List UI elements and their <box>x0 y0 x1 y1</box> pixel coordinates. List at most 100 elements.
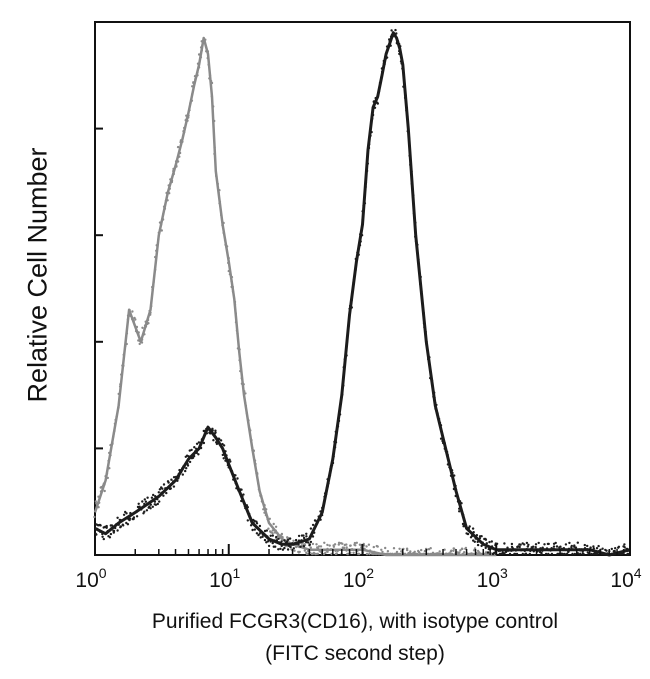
series-point-1 <box>363 547 366 550</box>
series-point-2 <box>511 549 514 552</box>
series-point-2 <box>309 527 313 530</box>
series-line-1 <box>93 36 497 557</box>
series-point-2 <box>339 402 342 406</box>
series-point-2 <box>224 459 227 462</box>
series-point-1 <box>213 152 216 156</box>
series-point-1 <box>183 126 186 130</box>
series-point-2 <box>157 491 160 494</box>
series-point-2 <box>576 541 579 544</box>
series-point-1 <box>238 348 241 351</box>
series-point-1 <box>163 207 167 210</box>
series-point-1 <box>372 545 375 549</box>
series-point-1 <box>208 73 212 77</box>
series-point-1 <box>452 549 455 552</box>
series-point-1 <box>326 547 329 551</box>
series-point-1 <box>144 320 147 323</box>
series-point-1 <box>207 63 210 66</box>
series-point-1 <box>167 184 170 187</box>
series-point-1 <box>115 415 118 419</box>
series-point-2 <box>192 454 196 458</box>
series-point-2 <box>410 182 413 185</box>
series-point-1 <box>128 308 131 312</box>
series-point-2 <box>128 517 132 520</box>
series-point-2 <box>212 439 215 442</box>
series-point-1 <box>152 284 155 288</box>
series-point-1 <box>212 105 215 108</box>
series-point-2 <box>395 32 398 35</box>
series-point-1 <box>118 385 122 388</box>
series-point-1 <box>109 443 112 447</box>
series-point-2 <box>511 547 515 550</box>
series-point-1 <box>223 239 227 242</box>
series-point-1 <box>160 229 163 232</box>
series-point-1 <box>158 228 162 231</box>
series-point-1 <box>138 342 141 346</box>
series-point-2 <box>99 524 102 527</box>
series-point-2 <box>245 504 249 507</box>
series-point-1 <box>438 550 441 553</box>
series-point-2 <box>292 547 295 550</box>
series-point-2 <box>129 511 132 515</box>
series-point-2 <box>279 547 282 550</box>
series-point-2 <box>429 376 432 380</box>
series-point-2 <box>138 505 141 508</box>
series-point-2 <box>187 455 190 458</box>
series-point-2 <box>285 540 289 543</box>
series-point-2 <box>398 52 401 56</box>
series-point-2 <box>360 234 364 237</box>
series-point-2 <box>305 535 308 538</box>
series-point-1 <box>206 56 209 60</box>
series-point-1 <box>349 544 352 547</box>
series-point-2 <box>406 130 409 133</box>
series-point-2 <box>184 469 187 473</box>
series-point-2 <box>604 552 607 556</box>
series-point-1 <box>342 546 346 549</box>
series-point-2 <box>143 510 146 513</box>
series-point-2 <box>106 529 110 533</box>
series-point-2 <box>108 536 112 539</box>
series-point-2 <box>306 539 309 542</box>
series-point-1 <box>238 359 241 362</box>
series-point-2 <box>227 466 230 469</box>
series-point-1 <box>137 331 140 334</box>
series-point-2 <box>311 523 315 527</box>
series-point-2 <box>195 451 198 455</box>
series-point-2 <box>343 364 346 367</box>
series-point-1 <box>386 550 390 553</box>
series-point-1 <box>247 419 250 422</box>
series-point-2 <box>158 488 162 491</box>
series-point-1 <box>221 224 224 227</box>
series-point-2 <box>394 28 397 32</box>
series-point-1 <box>311 542 315 546</box>
series-point-2 <box>484 546 487 550</box>
series-point-2 <box>471 527 475 530</box>
series-point-2 <box>408 154 411 157</box>
series-point-1 <box>449 552 452 556</box>
series-point-1 <box>244 392 247 395</box>
series-point-2 <box>348 307 351 310</box>
series-point-1 <box>203 41 206 44</box>
series-point-2 <box>235 487 238 490</box>
series-point-2 <box>177 472 180 476</box>
series-point-1 <box>138 339 142 343</box>
series-point-2 <box>101 535 104 538</box>
series-point-2 <box>362 204 365 207</box>
series-point-2 <box>277 548 280 551</box>
series-point-1 <box>199 56 203 59</box>
series-point-1 <box>188 108 191 112</box>
series-point-1 <box>322 549 325 552</box>
series-point-2 <box>570 547 573 551</box>
series-point-1 <box>341 542 344 545</box>
series-point-1 <box>161 218 165 221</box>
series-point-1 <box>206 50 210 53</box>
series-point-1 <box>186 119 189 123</box>
series-point-1 <box>112 432 116 435</box>
series-point-1 <box>166 199 169 202</box>
series-point-1 <box>218 200 222 203</box>
series-point-1 <box>316 547 320 550</box>
series-point-2 <box>377 90 381 93</box>
series-point-1 <box>172 172 175 176</box>
series-point-2 <box>217 437 221 440</box>
series-point-2 <box>338 413 342 416</box>
series-point-1 <box>112 435 115 438</box>
